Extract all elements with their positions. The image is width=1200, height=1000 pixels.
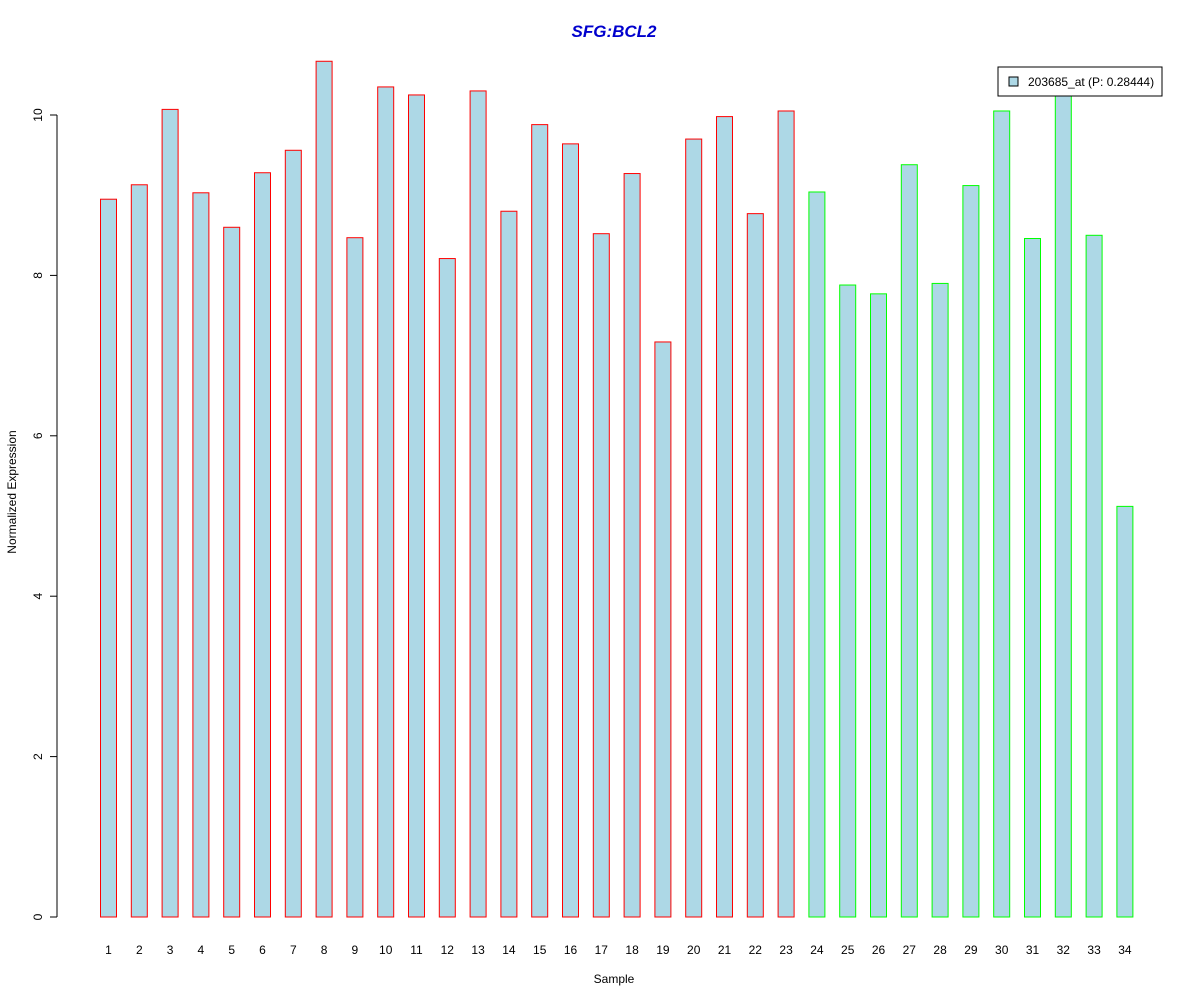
bar-sample-33 (1085, 234, 1103, 918)
x-tick-labels: 1 2 3 4 5 6 7 8 9 10 11 12 13 14 15 16 17 18 19 20 21 22 23 24 2… (105, 943, 1132, 957)
bar-sample-26 (870, 293, 887, 918)
bar-sample-28 (931, 282, 949, 918)
x-tick-label: 2 (136, 943, 143, 957)
x-tick-label: 12 (441, 943, 455, 957)
x-tick-label: 27 (903, 943, 917, 957)
bar-sample-6 (254, 172, 271, 918)
bar-sample-17 (592, 233, 610, 918)
y-tick-label: 6 (31, 432, 45, 439)
legend-label: 203685_at (P: 0.28444) (1028, 75, 1154, 89)
x-tick-label: 9 (352, 943, 359, 957)
x-tick-label: 19 (656, 943, 670, 957)
x-tick-label: 33 (1087, 943, 1101, 957)
x-tick-label: 31 (1026, 943, 1040, 957)
bar-sample-29 (962, 185, 980, 918)
x-tick-label: 7 (290, 943, 297, 957)
bar-sample-14 (500, 210, 518, 918)
bar-sample-12 (438, 258, 456, 918)
y-tick-label: 4 (31, 593, 45, 600)
bar-sample-24 (808, 191, 826, 918)
x-tick-label: 32 (1057, 943, 1071, 957)
x-tick-label: 25 (841, 943, 855, 957)
y-tick-label: 8 (31, 272, 45, 279)
bar-sample-18 (623, 173, 641, 918)
x-tick-label: 1 (105, 943, 112, 957)
x-tick-label: 17 (595, 943, 609, 957)
bar-sample-32 (1054, 94, 1072, 918)
x-tick-label: 8 (321, 943, 328, 957)
bar-sample-15 (531, 124, 549, 918)
bar-sample-2 (130, 184, 148, 918)
y-tick-label: 10 (31, 108, 45, 122)
y-tick-label: 0 (31, 913, 45, 920)
bar-sample-3 (161, 108, 179, 918)
x-tick-label: 6 (259, 943, 266, 957)
x-tick-label: 20 (687, 943, 701, 957)
y-tick-label: 2 (31, 753, 45, 760)
bars-group (100, 60, 1134, 918)
x-tick-label: 10 (379, 943, 393, 957)
x-tick-label: 22 (749, 943, 763, 957)
x-tick-label: 26 (872, 943, 886, 957)
bar-sample-9 (346, 237, 364, 918)
chart-title: SFG:BCL2 (572, 22, 658, 41)
bar-sample-11 (408, 94, 425, 918)
x-tick-label: 28 (933, 943, 947, 957)
bar-sample-7 (284, 149, 302, 918)
x-tick-label: 15 (533, 943, 547, 957)
x-tick-label: 29 (964, 943, 978, 957)
x-tick-label: 21 (718, 943, 732, 957)
bar-sample-5 (223, 226, 241, 918)
x-tick-label: 5 (228, 943, 235, 957)
bar-sample-13 (469, 90, 487, 918)
x-tick-label: 11 (410, 943, 423, 957)
bar-sample-25 (839, 284, 857, 918)
legend: 203685_at (P: 0.28444) (997, 66, 1163, 97)
bar-sample-21 (716, 116, 733, 918)
bar-sample-23 (777, 110, 795, 918)
x-tick-label: 13 (471, 943, 485, 957)
x-tick-label: 3 (167, 943, 174, 957)
x-tick-label: 24 (810, 943, 824, 957)
x-tick-label: 30 (995, 943, 1009, 957)
x-axis-title: Sample (594, 972, 635, 986)
x-tick-label: 34 (1118, 943, 1132, 957)
bar-sample-8 (315, 60, 333, 918)
x-tick-label: 23 (779, 943, 793, 957)
y-axis: 0 2 4 6 8 10 (31, 108, 58, 920)
bar-sample-27 (900, 164, 918, 918)
bar-sample-4 (192, 192, 210, 918)
bar-sample-19 (654, 341, 672, 918)
bar-sample-22 (746, 213, 764, 918)
legend-swatch (1008, 76, 1019, 87)
y-axis-title: Normalized Expression (5, 430, 19, 553)
bar-sample-31 (1024, 238, 1041, 918)
bar-sample-10 (377, 86, 395, 918)
bar-sample-20 (685, 138, 703, 918)
x-tick-label: 4 (198, 943, 205, 957)
bar-sample-34 (1116, 505, 1134, 918)
bar-sample-30 (993, 110, 1011, 918)
bar-sample-16 (562, 143, 579, 918)
x-tick-label: 14 (502, 943, 516, 957)
legend-box (997, 66, 1163, 97)
x-tick-label: 16 (564, 943, 578, 957)
x-tick-label: 18 (625, 943, 639, 957)
bar-sample-1 (100, 198, 117, 918)
